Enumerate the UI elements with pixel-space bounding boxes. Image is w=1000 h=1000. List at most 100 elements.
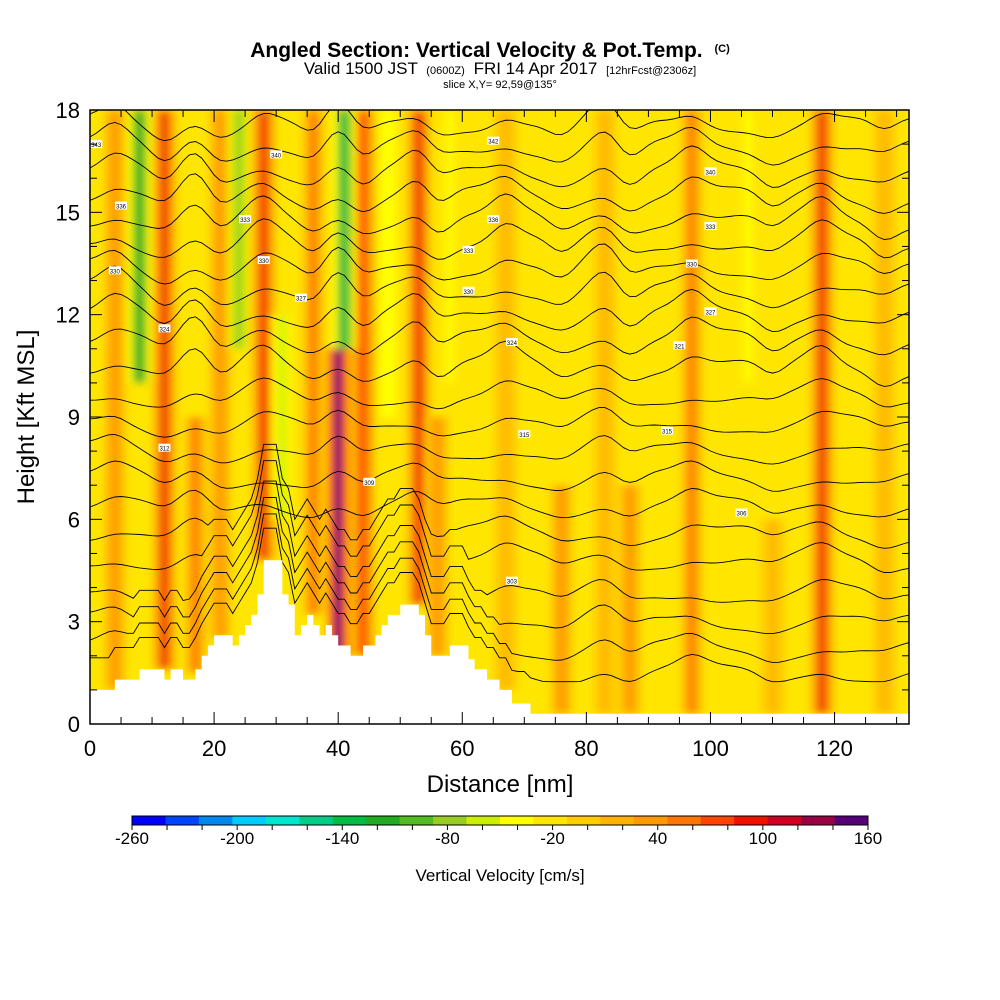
y-tick-label: 12: [56, 303, 80, 328]
x-tick-label: 80: [574, 736, 598, 761]
colorbar-ticks: -260 -200 -140 -80 -20 40 100 160: [115, 825, 882, 848]
y-tick-label: 3: [68, 610, 80, 635]
contour-label: 324: [158, 324, 171, 333]
contour-label-text: 342: [488, 140, 499, 146]
colorbar-tick-label: -200: [220, 829, 254, 848]
contour-label: 330: [108, 266, 121, 275]
theta-contour: [90, 243, 909, 285]
colorbar-swatch: [198, 816, 233, 825]
colorbar-label: Vertical Velocity [cm/s]: [415, 866, 584, 885]
subtitle-date: FRI 14 Apr 2017: [474, 59, 598, 78]
contour-label: 340: [270, 150, 283, 159]
contour-label: 330: [462, 286, 475, 296]
colorbar: [131, 815, 869, 826]
updraft-band: [160, 110, 168, 670]
contour-label: 340: [704, 167, 717, 176]
updraft-band: [769, 519, 776, 714]
updraft-band: [818, 110, 826, 714]
theta-contour: [90, 480, 909, 603]
terrain-mask: [90, 560, 909, 724]
theta-contour: [90, 527, 909, 683]
colorbar-swatch: [533, 816, 568, 825]
chart-title-main: Angled Section: Vertical Velocity & Pot.…: [250, 39, 702, 62]
chart-subtitle: Valid 1500 JST (0600Z) FRI 14 Apr 2017 […: [304, 59, 696, 78]
contour-label-text: 330: [687, 263, 698, 269]
contour-label-text: 312: [159, 447, 170, 453]
y-tick-label: 9: [68, 405, 80, 430]
y-axis-ticks: 0 3 6 9 12 15 18: [56, 98, 909, 737]
downdraft-band: [446, 110, 454, 383]
theta-contour: [90, 340, 909, 387]
theta-contour: [90, 497, 909, 635]
y-tick-label: 15: [56, 200, 80, 225]
contour-label-bg: [108, 266, 121, 275]
updraft-band: [260, 110, 268, 561]
contour-label-text: 321: [674, 344, 685, 350]
contour-label: 327: [294, 293, 307, 303]
contour-label: 327: [704, 307, 717, 316]
colorbar-tick-label: 100: [749, 829, 777, 848]
updraft-band: [309, 110, 317, 615]
x-axis-label: Distance [nm]: [427, 771, 574, 798]
colorbar-frame: [131, 815, 869, 826]
chart-title-tag: (C): [714, 43, 730, 55]
plot-area: 343 336 330 324 312 340 333 330 327 309 342 336 333 3…: [90, 110, 909, 724]
downdraft-band: [278, 314, 286, 520]
colorbar-tick-label: -20: [540, 829, 565, 848]
colorbar-swatch: [433, 816, 468, 825]
velocity-field: [90, 110, 909, 724]
contour-label-text: 333: [240, 218, 251, 224]
y-tick-label: 6: [68, 507, 80, 532]
colorbar-tick-label: -260: [115, 829, 149, 848]
updraft-band: [111, 110, 119, 690]
x-tick-label: 40: [326, 736, 350, 761]
contour-label-text: 333: [463, 249, 474, 255]
theta-contour: [90, 122, 909, 166]
contour-label-bg: [661, 426, 674, 435]
colorbar-swatch: [232, 816, 267, 825]
contour-label-text: 336: [116, 205, 127, 211]
contour-label-bg: [270, 150, 283, 159]
contour-label: 333: [704, 221, 717, 231]
updraft-band: [626, 485, 634, 714]
contour-label: 333: [462, 245, 475, 255]
colorbar-swatch: [667, 816, 702, 825]
colorbar-swatch: [366, 816, 401, 825]
contour-label-bg: [704, 167, 717, 176]
contour-label: 333: [239, 215, 252, 224]
theta-contour: [90, 193, 909, 240]
theta-contour: [90, 460, 909, 574]
contour-label: 330: [257, 256, 270, 265]
updraft-band: [334, 348, 342, 656]
colorbar-swatch: [801, 816, 836, 825]
colorbar-tick-label: -140: [325, 829, 359, 848]
colorbar-swatch: [566, 816, 601, 825]
colorbar-tick-label: 160: [854, 829, 882, 848]
updraft-band: [415, 110, 423, 605]
downdraft-band: [793, 451, 801, 656]
theta-contour: [90, 316, 909, 356]
contour-label-bg: [158, 443, 171, 452]
contour-label-text: 324: [507, 341, 518, 347]
contour-label-text: 315: [662, 430, 673, 436]
theta-contours: [90, 110, 909, 683]
contour-label: 315: [661, 426, 674, 436]
theta-contour: [90, 377, 909, 410]
downdraft-band: [744, 110, 752, 383]
x-axis-ticks: 0 20 40 60 80 100 120: [84, 110, 898, 761]
colorbar-swatch: [165, 816, 200, 825]
contour-label-bg: [505, 576, 518, 585]
contour-label-text: 327: [705, 310, 716, 316]
contour-label-bg: [505, 337, 518, 346]
subtitle-valid: Valid 1500 JST: [304, 59, 418, 78]
theta-contour: [90, 218, 909, 260]
y-axis-label: Height [Kft MSL]: [13, 330, 40, 505]
theta-contour: [90, 443, 909, 549]
theta-contour: [90, 434, 909, 465]
contour-label-bg: [239, 215, 252, 224]
updraft-band: [216, 110, 224, 639]
contour-label-text: 330: [110, 269, 121, 275]
theta-contour: [90, 513, 909, 663]
theta-contour: [90, 110, 909, 142]
